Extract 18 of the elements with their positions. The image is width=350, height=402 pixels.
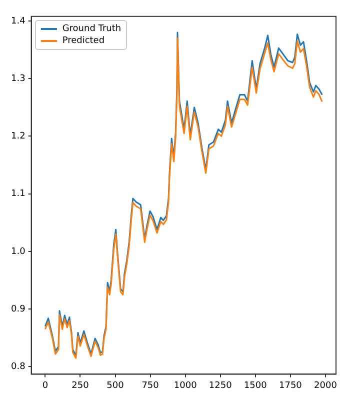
y-tick-label: 1.4 xyxy=(10,16,26,26)
legend-label: Ground Truth xyxy=(62,23,122,36)
y-tick-label: 0.8 xyxy=(10,362,26,372)
x-tick-label: 1250 xyxy=(208,380,232,391)
x-tick-label: 1500 xyxy=(244,380,268,391)
y-tick-label: 1.1 xyxy=(10,189,26,200)
y-tick-label: 1.2 xyxy=(10,132,26,142)
legend-label: Predicted xyxy=(62,35,105,48)
y-tick-label: 1.3 xyxy=(10,74,26,84)
x-tick-label: 0 xyxy=(42,380,48,391)
x-tick-label: 500 xyxy=(106,380,124,391)
y-tick-label: 1.0 xyxy=(10,246,26,257)
x-tick-label: 1750 xyxy=(279,380,302,391)
x-tick-label: 750 xyxy=(142,380,160,391)
y-tick-label: 0.9 xyxy=(10,304,26,314)
x-tick-label: 250 xyxy=(72,380,90,391)
x-tick-label: 2000 xyxy=(314,380,338,391)
x-tick-label: 1000 xyxy=(174,380,198,391)
